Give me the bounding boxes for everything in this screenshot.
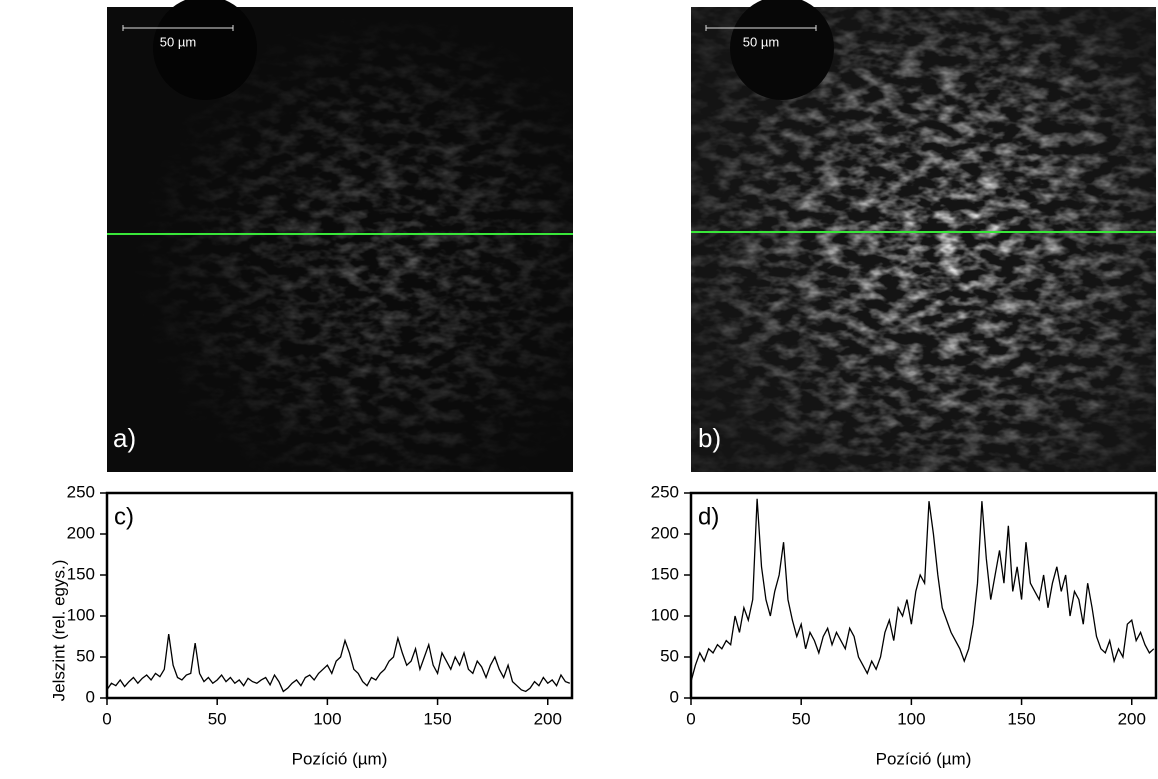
x-tick-label: 200 — [534, 709, 562, 728]
data-line — [691, 499, 1154, 682]
scale-bar-label: 50 µm — [160, 34, 196, 49]
x-tick-label: 150 — [423, 709, 451, 728]
plot-frame — [107, 493, 572, 698]
y-tick-label: 200 — [67, 523, 95, 542]
y-tick-label: 50 — [76, 646, 95, 665]
figure: 50 µm a) 50 µm b) 0 50 100 150 200 250 0 50 100 1… — [0, 0, 1158, 774]
panel-label: c) — [114, 503, 134, 530]
image-b: 50 µm b) — [691, 0, 1156, 472]
x-axis-label: Pozíció (µm) — [876, 749, 972, 768]
x-tick-label: 100 — [897, 709, 925, 728]
panel-label: b) — [698, 423, 721, 453]
x-tick-label: 50 — [792, 709, 811, 728]
x-tick-label: 0 — [686, 709, 695, 728]
y-tick-label: 100 — [651, 605, 679, 624]
x-tick-label: 150 — [1007, 709, 1035, 728]
scale-bar-label: 50 µm — [743, 34, 779, 49]
y-tick-label: 250 — [67, 482, 95, 501]
y-tick-label: 0 — [670, 687, 679, 706]
x-axis-label: Pozíció (µm) — [292, 749, 388, 768]
y-tick-label: 200 — [651, 523, 679, 542]
image-a: 50 µm a) — [107, 0, 573, 472]
y-tick-label: 100 — [67, 605, 95, 624]
y-tick-label: 0 — [86, 687, 95, 706]
x-tick-label: 100 — [313, 709, 341, 728]
y-tick-label: 150 — [651, 564, 679, 583]
x-tick-label: 50 — [208, 709, 227, 728]
x-tick-label: 200 — [1118, 709, 1146, 728]
data-line — [107, 634, 570, 691]
y-tick-label: 150 — [67, 564, 95, 583]
x-tick-label: 0 — [102, 709, 111, 728]
panel-label: a) — [113, 423, 136, 453]
y-axis-label: Jelszint (rel. egys.) — [49, 560, 68, 702]
panel-label: d) — [698, 503, 719, 530]
y-tick-label: 250 — [651, 482, 679, 501]
y-tick-label: 50 — [660, 646, 679, 665]
